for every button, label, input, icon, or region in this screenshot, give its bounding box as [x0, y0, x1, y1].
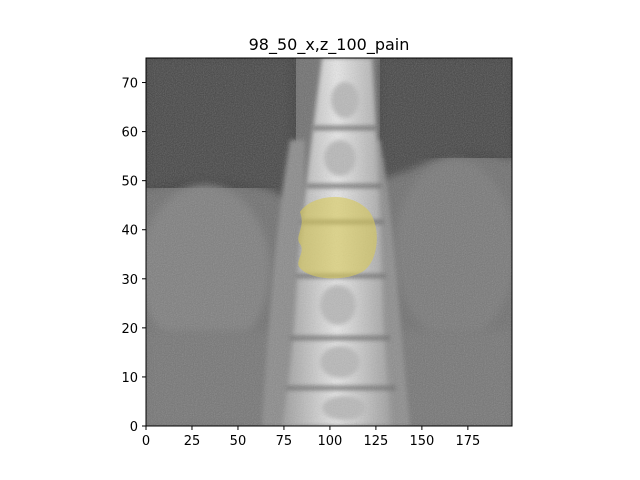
ct-image: [146, 58, 512, 426]
x-tick-label: 100: [318, 434, 343, 449]
y-tick-label: 30: [121, 273, 138, 288]
y-tick-label: 20: [121, 322, 138, 337]
x-tick-label: 25: [184, 434, 201, 449]
x-tick-label: 150: [409, 434, 434, 449]
x-tick-label: 0: [142, 434, 150, 449]
plot-frame: [145, 57, 513, 427]
y-tick-label: 0: [130, 420, 138, 435]
x-tick-label: 50: [230, 434, 247, 449]
y-tick-label: 60: [121, 126, 138, 141]
pain-highlight: [298, 196, 377, 279]
chart-title: 98_50_x,z_100_pain: [249, 35, 410, 55]
y-tick-label: 10: [121, 371, 138, 386]
y-tick-label: 50: [121, 175, 138, 190]
x-tick-label: 175: [455, 434, 480, 449]
y-tick-label: 40: [121, 224, 138, 239]
x-tick-label: 75: [276, 434, 293, 449]
x-tick-label: 125: [363, 434, 388, 449]
y-axis: 0 10 20 30 40 50 60 70: [121, 77, 146, 435]
x-axis: 0 25 50 75 100 125 150 175: [142, 426, 480, 449]
y-tick-label: 70: [121, 77, 138, 92]
